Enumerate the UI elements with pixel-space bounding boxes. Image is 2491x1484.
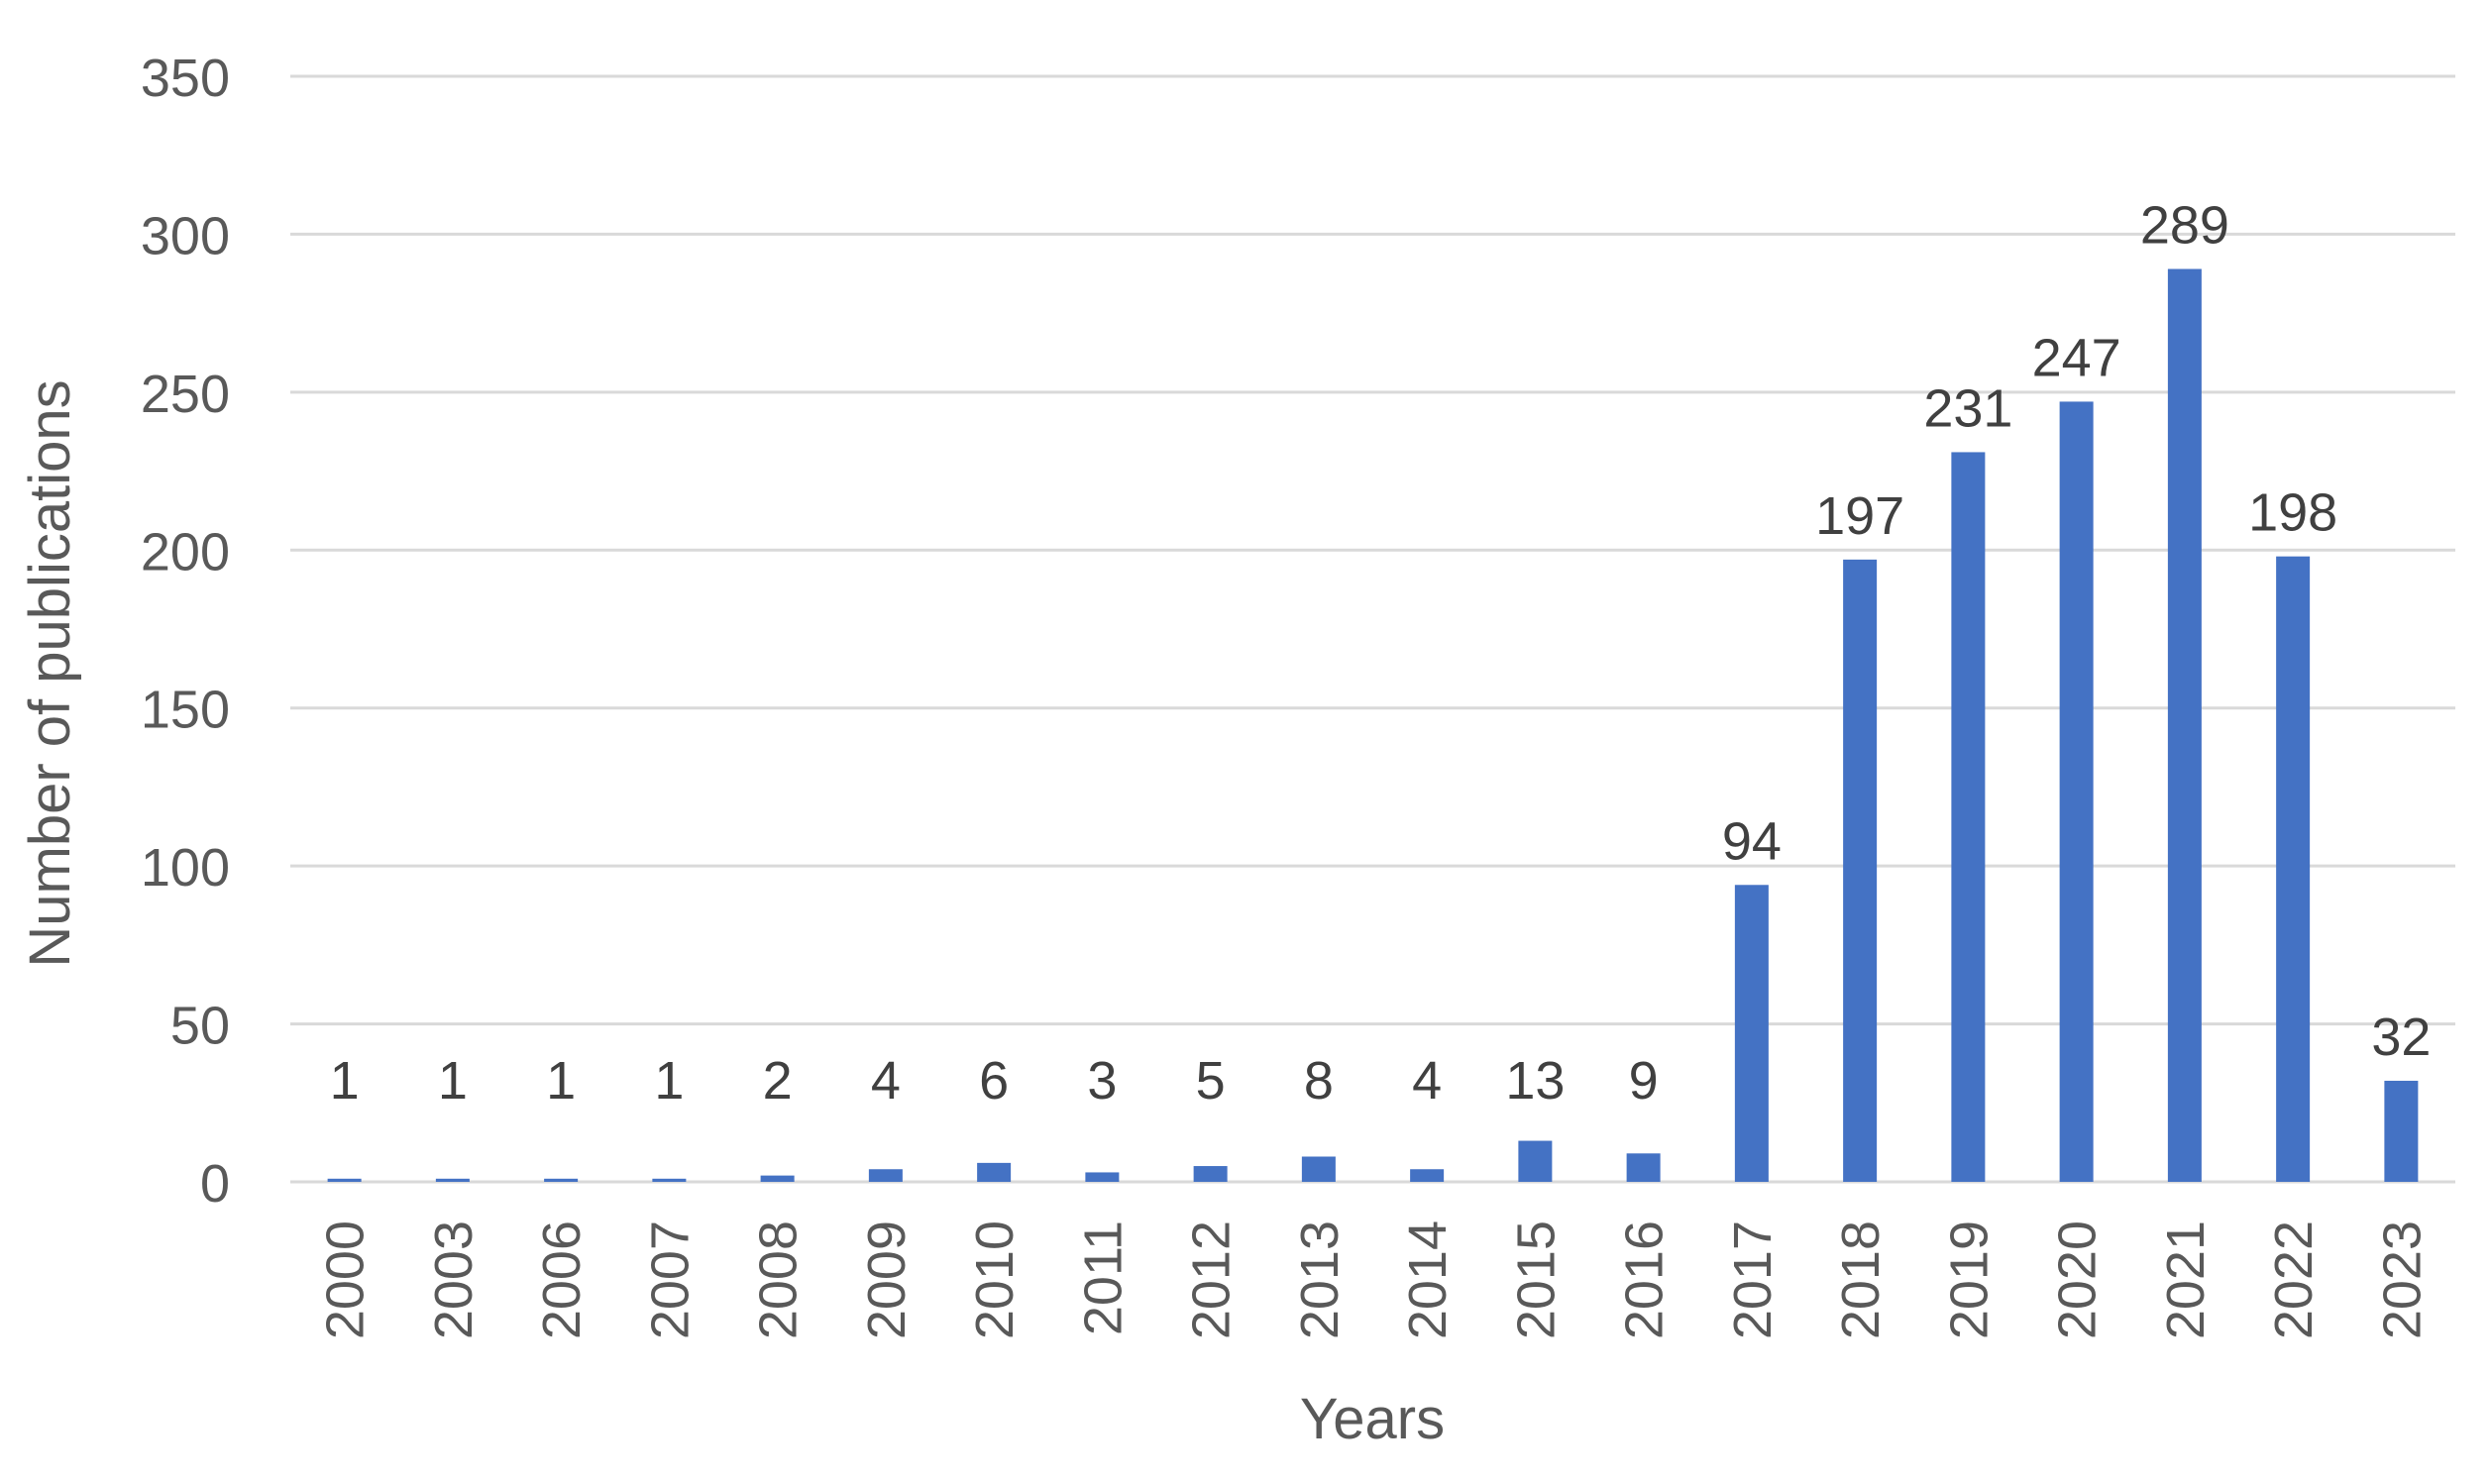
data-label: 1 <box>438 1051 468 1111</box>
data-label: 32 <box>2371 1007 2431 1067</box>
x-tick-label: 2009 <box>857 1220 917 1339</box>
bar <box>2167 268 2202 1182</box>
x-tick-label: 2011 <box>1073 1220 1133 1335</box>
bar <box>1301 1156 1336 1182</box>
y-tick-label: 50 <box>170 997 230 1056</box>
y-tick-label: 0 <box>200 1154 230 1214</box>
data-label: 9 <box>1629 1051 1659 1111</box>
data-labels: 1 1 1 1 2 4 6 3 5 8 4 13 9 94 197 231 247 289 198 32 <box>330 196 2432 1111</box>
data-label: 289 <box>2140 196 2229 256</box>
x-tick-label: 2000 <box>316 1220 376 1339</box>
data-label: 2 <box>763 1051 793 1111</box>
x-tick-label: 2019 <box>1939 1220 1999 1339</box>
x-tick-label: 2008 <box>749 1220 809 1339</box>
data-label: 1 <box>654 1051 684 1111</box>
bars <box>327 268 2419 1182</box>
x-tick-label: 2022 <box>2264 1220 2324 1339</box>
x-axis-title: Years <box>1300 1387 1445 1451</box>
data-label: 197 <box>1815 486 1904 546</box>
bar <box>435 1178 470 1182</box>
data-label: 6 <box>979 1051 1009 1111</box>
x-tick-label: 2006 <box>532 1220 592 1339</box>
bar <box>1951 452 1986 1182</box>
data-label: 3 <box>1087 1051 1117 1111</box>
data-label: 247 <box>2032 328 2121 387</box>
bar <box>1734 885 1769 1182</box>
x-tick-label: 2012 <box>1182 1220 1242 1339</box>
bar <box>544 1178 579 1182</box>
data-label: 8 <box>1304 1051 1334 1111</box>
y-tick-label: 300 <box>141 206 230 265</box>
x-tick-label: 2017 <box>1723 1220 1783 1339</box>
bar <box>652 1178 687 1182</box>
x-axis-ticks: 2000 2003 2006 2007 2008 2009 2010 2011 2012 2013… <box>316 1220 2433 1339</box>
x-tick-label: 2010 <box>965 1220 1025 1339</box>
data-label: 4 <box>871 1051 901 1111</box>
bar <box>868 1169 903 1182</box>
bar <box>1193 1166 1228 1182</box>
data-label: 13 <box>1505 1051 1565 1111</box>
bar <box>1626 1153 1661 1182</box>
data-label: 94 <box>1722 811 1782 871</box>
x-tick-label: 2016 <box>1615 1220 1675 1339</box>
bar <box>1085 1172 1120 1182</box>
y-tick-label: 250 <box>141 365 230 424</box>
x-tick-label: 2007 <box>640 1220 700 1339</box>
data-label: 198 <box>2248 483 2337 543</box>
y-tick-label: 200 <box>141 522 230 582</box>
y-axis-title: Number of publications <box>18 379 82 967</box>
x-tick-label: 2003 <box>424 1220 484 1339</box>
x-tick-label: 2021 <box>2156 1220 2216 1339</box>
x-tick-label: 2013 <box>1290 1220 1350 1339</box>
bar <box>2384 1080 2419 1182</box>
x-tick-label: 2020 <box>2048 1220 2108 1339</box>
x-tick-label: 2015 <box>1506 1220 1566 1339</box>
x-tick-label: 2014 <box>1398 1220 1458 1339</box>
x-tick-label: 2023 <box>2372 1220 2432 1339</box>
data-label: 1 <box>546 1051 576 1111</box>
y-tick-label: 350 <box>141 49 230 108</box>
y-tick-label: 100 <box>141 838 230 898</box>
bar <box>1843 559 1878 1182</box>
data-label: 1 <box>330 1051 360 1111</box>
bar <box>760 1175 795 1182</box>
y-axis-ticks: 0 50 100 150 200 250 300 350 <box>141 49 230 1214</box>
bar <box>327 1178 362 1182</box>
gridlines <box>290 74 2455 1184</box>
data-label: 5 <box>1196 1051 1226 1111</box>
data-label: 4 <box>1412 1051 1442 1111</box>
bar <box>2059 401 2094 1182</box>
bar <box>1518 1140 1553 1182</box>
data-label: 231 <box>1923 378 2012 438</box>
bar <box>2276 556 2311 1182</box>
bar <box>1410 1169 1445 1182</box>
x-tick-label: 2018 <box>1831 1220 1891 1339</box>
bar <box>977 1162 1012 1182</box>
y-tick-label: 150 <box>141 681 230 740</box>
